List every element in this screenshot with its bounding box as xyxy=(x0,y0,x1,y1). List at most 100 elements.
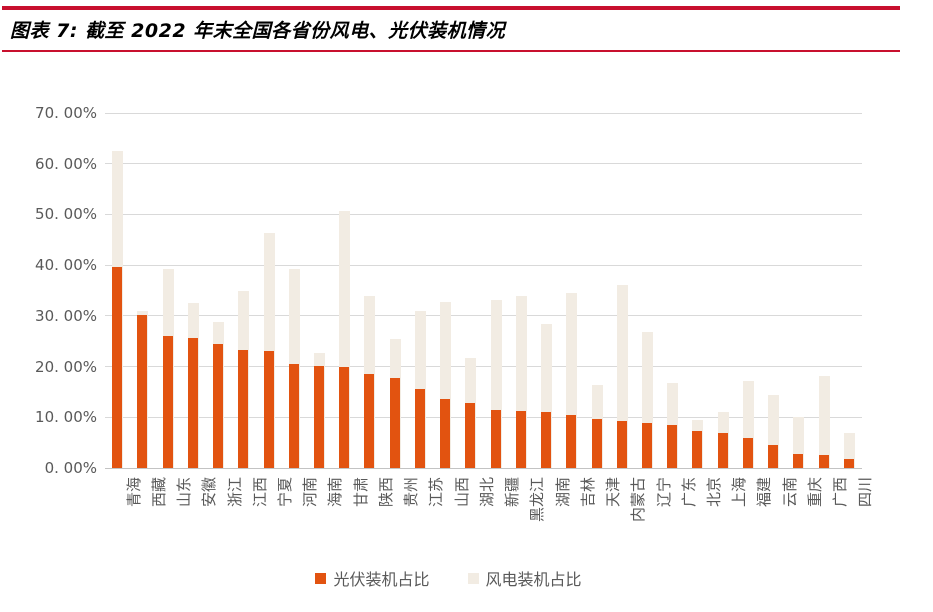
y-axis-tick-label: 0. 00% xyxy=(44,459,97,477)
title-bottom-rule xyxy=(2,50,900,52)
x-axis-label: 湖南 xyxy=(553,477,572,508)
pv-bar xyxy=(742,438,753,468)
wind-bar xyxy=(843,432,855,468)
x-axis-label: 青海 xyxy=(124,477,143,508)
pv-bar xyxy=(515,411,526,468)
x-axis-label: 天津 xyxy=(604,477,623,508)
x-axis-label: 安徽 xyxy=(200,477,219,508)
pv-bar xyxy=(162,335,173,468)
x-axis-label: 广东 xyxy=(679,477,698,508)
gridline xyxy=(105,213,862,215)
x-axis-label: 湖北 xyxy=(477,477,496,508)
x-axis-label: 吉林 xyxy=(578,477,597,508)
pv-legend-swatch-icon xyxy=(315,572,327,584)
pv-bar xyxy=(818,454,829,468)
chart-legend: 光伏装机占比 风电装机占比 xyxy=(0,566,915,590)
wind-bar xyxy=(793,417,805,468)
pv-legend-label: 光伏装机占比 xyxy=(333,570,430,589)
x-axis-label: 福建 xyxy=(755,477,774,508)
pv-bar xyxy=(541,412,552,468)
wind-bar xyxy=(440,301,452,468)
x-axis-label: 江苏 xyxy=(427,477,446,508)
figure-title: 图表 7: 截至 2022 年末全国各省份风电、光伏装机情况 xyxy=(10,20,506,42)
y-axis-tick-label: 30. 00% xyxy=(35,306,97,325)
pv-bar xyxy=(591,419,602,468)
pv-bar xyxy=(288,363,299,468)
pv-bar xyxy=(414,388,425,468)
x-axis-label: 海南 xyxy=(326,477,345,508)
gridline xyxy=(105,416,862,418)
wind-bar xyxy=(490,299,502,468)
x-axis-label: 江西 xyxy=(250,477,269,508)
pv-bar xyxy=(389,377,400,468)
pv-bar xyxy=(843,458,854,468)
gridline xyxy=(105,315,862,317)
gridline xyxy=(105,264,862,266)
wind-bar xyxy=(768,395,780,468)
x-axis-label: 山东 xyxy=(175,477,194,508)
x-axis-label: 云南 xyxy=(780,477,799,508)
x-axis-label: 内蒙古 xyxy=(629,477,648,523)
wind-bar xyxy=(339,211,351,468)
pv-bar xyxy=(112,266,123,468)
pv-bar xyxy=(238,350,249,468)
pv-bar xyxy=(490,409,501,468)
x-axis-label: 宁夏 xyxy=(276,477,295,508)
x-axis-label: 山西 xyxy=(452,477,471,508)
x-axis-label: 辽宁 xyxy=(654,477,673,508)
pv-bar xyxy=(793,454,804,468)
wind-bar xyxy=(566,292,578,468)
pv-bar xyxy=(616,421,627,468)
y-axis-tick-label: 40. 00% xyxy=(35,256,97,275)
x-axis-label: 贵州 xyxy=(402,477,421,508)
wind-bar xyxy=(818,375,830,468)
pv-bar xyxy=(566,415,577,468)
x-axis-label: 北京 xyxy=(704,477,723,508)
x-axis-label: 浙江 xyxy=(225,477,244,508)
x-axis-label: 西藏 xyxy=(149,477,168,508)
pv-bar xyxy=(213,344,224,468)
y-axis-tick-label: 50. 00% xyxy=(35,205,97,224)
wind-bar xyxy=(616,284,628,468)
pv-bar xyxy=(667,424,678,468)
gridline xyxy=(105,366,862,368)
x-axis-label: 上海 xyxy=(730,477,749,508)
wind-bar xyxy=(541,323,553,468)
y-axis-tick-label: 60. 00% xyxy=(35,154,97,173)
x-axis-label: 新疆 xyxy=(503,477,522,508)
x-axis-label: 陕西 xyxy=(376,477,395,508)
pv-bar xyxy=(692,430,703,468)
title-top-rule xyxy=(2,6,900,10)
y-axis-tick-label: 10. 00% xyxy=(35,408,97,427)
pv-bar xyxy=(642,423,653,468)
pv-bar xyxy=(465,402,476,468)
gridline xyxy=(105,467,862,469)
pv-bar xyxy=(313,365,324,468)
wind-legend-swatch-icon xyxy=(467,572,479,584)
pv-bar xyxy=(187,338,198,468)
x-axis-label: 黑龙江 xyxy=(528,477,547,523)
gridline xyxy=(105,112,862,114)
pv-bar xyxy=(768,444,779,468)
wind-bar xyxy=(263,232,275,468)
x-axis-label: 四川 xyxy=(856,477,875,508)
y-axis-tick-label: 70. 00% xyxy=(35,104,97,122)
wind-bar xyxy=(515,296,527,468)
pv-bar xyxy=(339,366,350,468)
pv-bar xyxy=(440,399,451,468)
pv-bar xyxy=(137,314,148,468)
x-axis-label: 河南 xyxy=(301,477,320,508)
wind-bar xyxy=(642,332,654,468)
x-axis-label: 广西 xyxy=(831,477,850,508)
legend-item-pv: 光伏装机占比 xyxy=(315,566,430,590)
pv-bar xyxy=(364,374,375,468)
pv-bar xyxy=(717,433,728,468)
pv-bar xyxy=(263,351,274,468)
wind-bar xyxy=(742,381,754,468)
y-axis-tick-label: 20. 00% xyxy=(35,357,97,376)
x-axis-label: 重庆 xyxy=(805,477,824,508)
wind-legend-label: 风电装机占比 xyxy=(485,570,582,589)
x-axis-label: 甘肃 xyxy=(351,477,370,508)
